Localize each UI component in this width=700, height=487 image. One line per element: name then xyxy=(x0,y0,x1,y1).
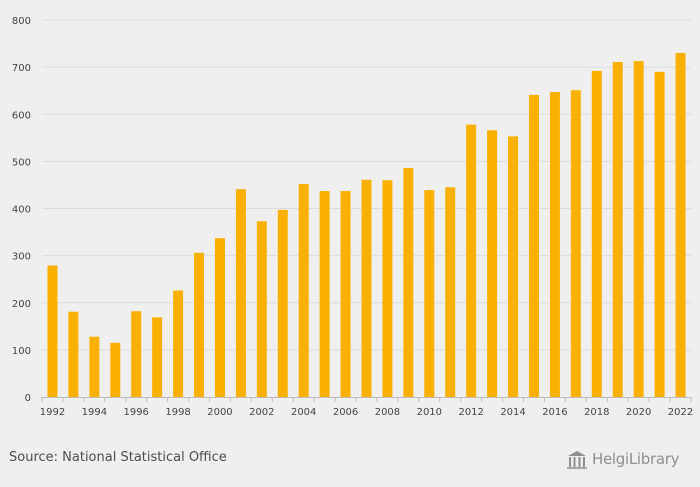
bar-2004[interactable] xyxy=(298,184,309,397)
x-tick-label-2016: 2016 xyxy=(542,407,567,418)
logo-text: HelgiLibrary xyxy=(592,450,680,468)
bar-1993[interactable] xyxy=(68,311,79,397)
y-tick-label-100: 100 xyxy=(12,346,31,357)
helgilibrary-logo[interactable]: HelgiLibrary xyxy=(566,447,680,471)
x-tick-label-2022: 2022 xyxy=(668,407,693,418)
library-building-icon xyxy=(567,451,587,469)
bar-2011[interactable] xyxy=(445,187,456,397)
bar-2001[interactable] xyxy=(235,189,246,397)
y-tick-label-500: 500 xyxy=(12,157,31,168)
bar-2022[interactable] xyxy=(675,52,686,398)
bar-2010[interactable] xyxy=(424,190,435,397)
bar-2007[interactable] xyxy=(361,179,372,397)
bar-1999[interactable] xyxy=(194,252,205,397)
bar-2000[interactable] xyxy=(214,238,225,397)
x-tick-label-2006: 2006 xyxy=(333,407,358,418)
y-tick-label-800: 800 xyxy=(12,16,31,27)
y-tick-label-400: 400 xyxy=(12,205,31,216)
x-tick-label-2012: 2012 xyxy=(458,407,483,418)
bar-2013[interactable] xyxy=(487,130,498,397)
bar-2021[interactable] xyxy=(654,71,665,397)
bar-2006[interactable] xyxy=(340,191,351,397)
x-tick-label-1996: 1996 xyxy=(123,407,148,418)
y-tick-label-200: 200 xyxy=(12,299,31,310)
bar-2019[interactable] xyxy=(612,61,623,397)
x-tick-label-1994: 1994 xyxy=(82,407,107,418)
x-tick-label-1992: 1992 xyxy=(40,407,65,418)
y-tick-label-700: 700 xyxy=(12,63,31,74)
bar-2005[interactable] xyxy=(319,191,330,397)
axes xyxy=(41,397,692,402)
x-tick-label-2010: 2010 xyxy=(417,407,442,418)
x-tick-label-2004: 2004 xyxy=(291,407,316,418)
bar-1992[interactable] xyxy=(47,265,58,397)
bar-1994[interactable] xyxy=(89,336,100,397)
bar-1996[interactable] xyxy=(131,311,142,397)
bar-2003[interactable] xyxy=(277,209,288,397)
bar-2014[interactable] xyxy=(508,136,519,397)
x-tick-labels: 1992 1994 1996 1998 2000 2002 2004 2006 2008 2010… xyxy=(40,407,694,418)
bar-1997[interactable] xyxy=(152,317,163,397)
bar-2008[interactable] xyxy=(382,180,393,397)
bar-2020[interactable] xyxy=(633,61,644,397)
bar-2002[interactable] xyxy=(256,221,267,397)
x-tick-label-2002: 2002 xyxy=(249,407,274,418)
bar-2016[interactable] xyxy=(549,92,560,397)
bar-2012[interactable] xyxy=(466,124,477,398)
bar-2009[interactable] xyxy=(403,167,414,397)
y-tick-labels: 0 100 200 300 400 500 600 700 800 xyxy=(12,16,31,404)
source-note: Source: National Statistical Office xyxy=(9,450,227,465)
x-tick-label-1998: 1998 xyxy=(165,407,190,418)
x-tick-label-2018: 2018 xyxy=(584,407,609,418)
x-tick-label-2014: 2014 xyxy=(500,407,525,418)
y-tick-label-0: 0 xyxy=(25,393,31,404)
bar-2018[interactable] xyxy=(591,70,602,397)
x-tick-label-2000: 2000 xyxy=(207,407,232,418)
bars xyxy=(47,52,686,398)
bar-2015[interactable] xyxy=(528,94,539,398)
x-tick-label-2020: 2020 xyxy=(626,407,651,418)
y-tick-label-600: 600 xyxy=(12,110,31,121)
bar-1998[interactable] xyxy=(173,290,184,398)
bar-1995[interactable] xyxy=(110,342,121,397)
bar-2017[interactable] xyxy=(570,90,581,397)
x-tick-label-2008: 2008 xyxy=(375,407,400,418)
y-tick-label-300: 300 xyxy=(12,252,31,263)
